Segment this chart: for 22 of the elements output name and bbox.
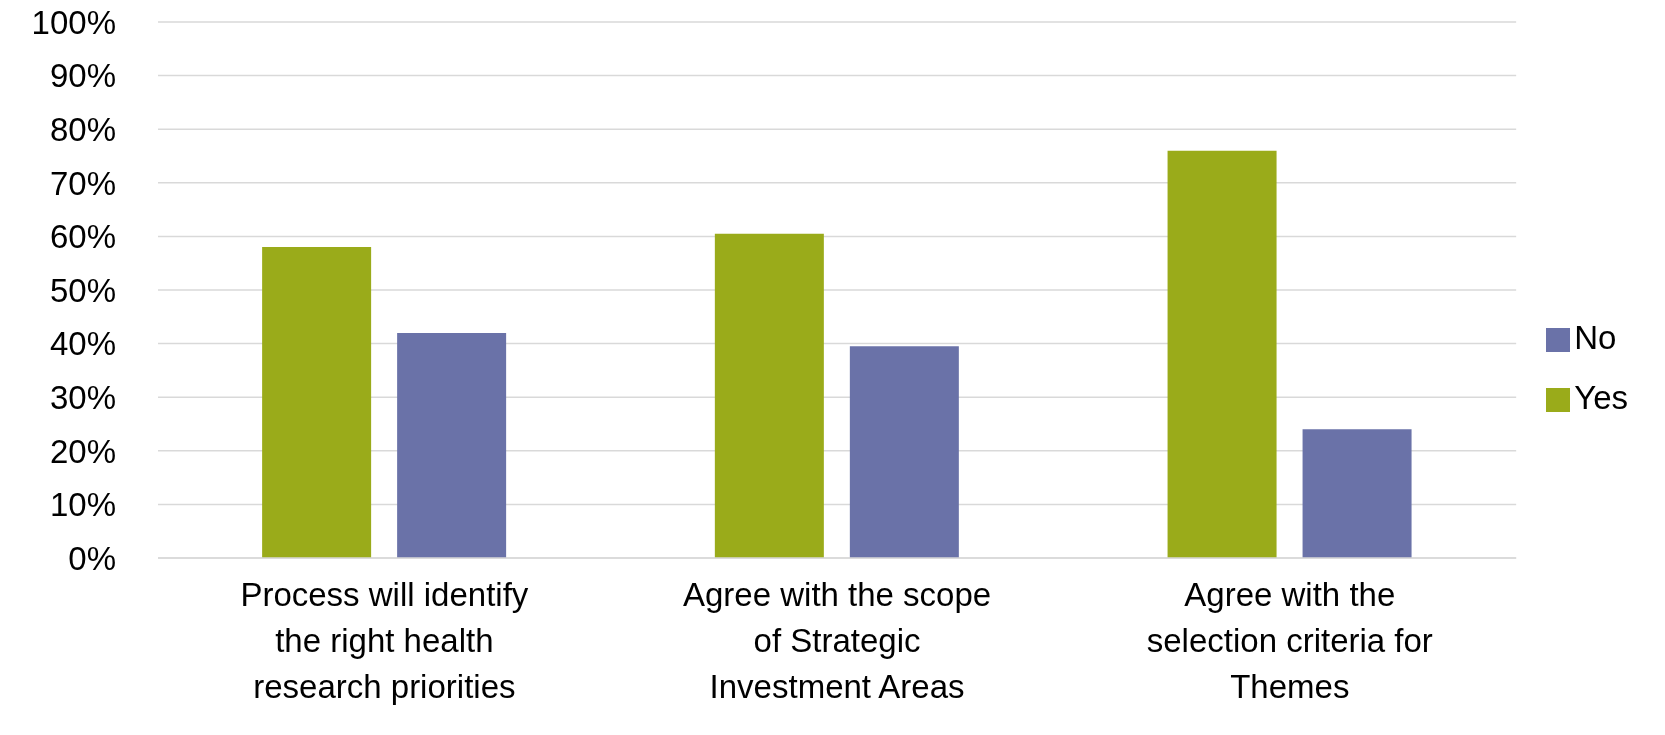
bar <box>397 332 507 558</box>
y-tick-label: 40% <box>49 325 116 363</box>
bar <box>714 233 824 558</box>
bar <box>849 346 959 558</box>
y-tick-label: 30% <box>49 378 116 416</box>
legend-label: Yes <box>1574 379 1628 416</box>
x-tick-label: Agree with the selection criteria for Themes <box>1146 576 1433 705</box>
y-tick-label: 50% <box>49 271 116 309</box>
y-tick-label: 80% <box>49 110 116 148</box>
legend-label: No <box>1574 319 1617 356</box>
x-tick-label: Agree with the scope of Strategic Investment Areas <box>682 576 992 705</box>
y-tick-label: 0% <box>68 539 116 577</box>
y-tick-label: 10% <box>49 486 116 524</box>
x-tick-label: Process will identify the right health research priorities <box>240 576 529 705</box>
bar <box>1302 429 1412 558</box>
y-tick-label: 100% <box>31 3 116 41</box>
bar <box>262 247 372 558</box>
bar <box>1167 150 1277 558</box>
y-tick-label: 90% <box>49 57 116 95</box>
y-tick-label: 20% <box>49 432 116 470</box>
y-tick-label: 70% <box>49 164 116 202</box>
y-tick-label: 60% <box>49 218 116 256</box>
